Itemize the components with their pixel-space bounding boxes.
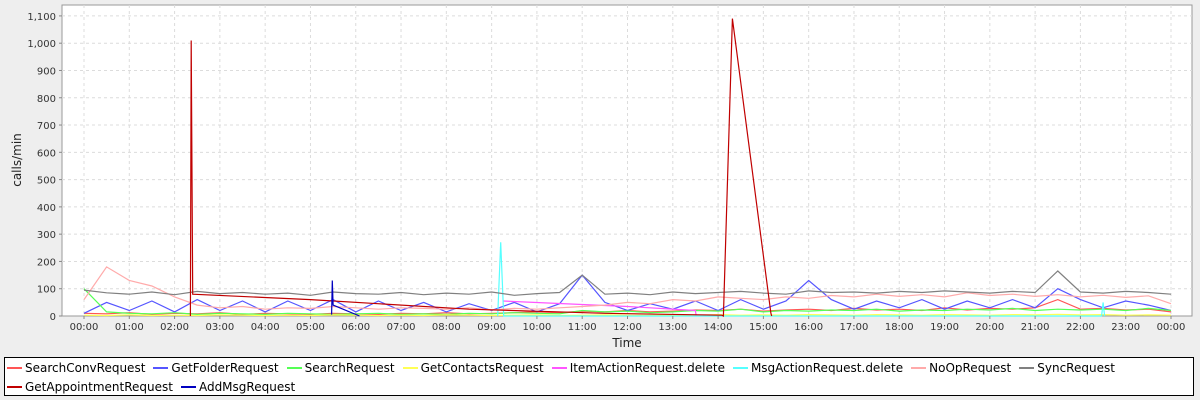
y-tick-label: 900 <box>37 66 56 77</box>
legend-item-nooprequest: NoOpRequest <box>911 358 1011 377</box>
x-tick-label: 02:00 <box>160 322 189 333</box>
legend-swatch <box>732 366 748 369</box>
legend-swatch <box>180 385 196 388</box>
legend-item-itemactionrequest-delete: ItemActionRequest.delete <box>551 358 725 377</box>
legend-item-getappointmentrequest: GetAppointmentRequest <box>7 377 173 396</box>
series-line-msgactionrequest-delete <box>497 242 1106 317</box>
x-tick-label: 23:00 <box>1111 322 1140 333</box>
legend-swatch <box>153 366 169 369</box>
y-axis-ticks: 0 100 200 300 400 500 600 700 800 900 1,000 1,100 <box>27 12 62 323</box>
x-tick-label: 10:00 <box>523 322 552 333</box>
x-tick-label: 06:00 <box>341 322 370 333</box>
legend-swatch <box>1019 366 1035 369</box>
x-tick-label: 16:00 <box>794 322 823 333</box>
series-lines <box>83 18 1172 317</box>
legend-item-msgactionrequest-delete: MsgActionRequest.delete <box>732 358 904 377</box>
x-axis-label: Time <box>611 336 641 350</box>
legend-label: GetFolderRequest <box>171 360 279 375</box>
x-tick-label: 15:00 <box>749 322 778 333</box>
x-tick-label: 07:00 <box>387 322 416 333</box>
series-line-itemactionrequest-delete <box>502 300 697 317</box>
series-line-nooprequest <box>83 266 1172 311</box>
legend-label: SearchRequest <box>304 360 395 375</box>
line-chart: 00:00 01:00 02:00 03:00 04:00 05:00 06:00 07:00… <box>10 4 1193 350</box>
x-tick-label: 01:00 <box>115 322 144 333</box>
legend-swatch <box>402 366 418 369</box>
x-tick-label: 11:00 <box>568 322 597 333</box>
x-tick-label: 14:00 <box>704 322 733 333</box>
y-tick-label: 300 <box>37 230 56 241</box>
x-tick-label: 08:00 <box>432 322 461 333</box>
y-tick-label: 400 <box>37 203 56 214</box>
legend-swatch <box>911 366 927 369</box>
legend-label: GetAppointmentRequest <box>25 379 173 394</box>
x-tick-label: 20:00 <box>975 322 1004 333</box>
legend-label: AddMsgRequest <box>198 379 296 394</box>
x-tick-label: 18:00 <box>885 322 914 333</box>
y-tick-label: 1,100 <box>27 12 56 23</box>
y-tick-label: 1,000 <box>27 39 56 50</box>
legend-label: SearchConvRequest <box>25 360 146 375</box>
legend-swatch <box>286 366 302 369</box>
x-axis-ticks: 00:00 01:00 02:00 03:00 04:00 05:00 06:00 07:00… <box>70 316 1186 333</box>
legend-label: ItemActionRequest.delete <box>569 360 725 375</box>
legend-item-getfolderrequest: GetFolderRequest <box>153 358 279 377</box>
y-tick-label: 0 <box>50 312 56 323</box>
legend-swatch <box>551 366 567 369</box>
x-tick-label: 09:00 <box>477 322 506 333</box>
legend-item-searchrequest: SearchRequest <box>286 358 395 377</box>
x-tick-label: 00:00 <box>1157 322 1186 333</box>
legend-label: GetContactsRequest <box>420 360 544 375</box>
x-tick-label: 12:00 <box>613 322 642 333</box>
series-line-addmsgrequest <box>331 280 360 317</box>
legend-item-addmsgrequest: AddMsgRequest <box>180 377 296 396</box>
y-tick-label: 800 <box>37 94 56 105</box>
x-tick-label: 04:00 <box>251 322 280 333</box>
legend: SearchConvRequest GetFolderRequest SearchR… <box>4 357 1194 396</box>
legend-label: MsgActionRequest.delete <box>750 360 904 375</box>
legend-item-searchconvrequest: SearchConvRequest <box>7 358 145 377</box>
y-tick-label: 200 <box>37 257 56 268</box>
x-tick-label: 00:00 <box>70 322 99 333</box>
series-line-searchrequest <box>83 288 1172 316</box>
y-axis-label: calls/min <box>10 133 24 187</box>
legend-label: NoOpRequest <box>929 360 1012 375</box>
x-tick-label: 03:00 <box>205 322 234 333</box>
x-tick-label: 21:00 <box>1021 322 1050 333</box>
series-line-syncrequest <box>83 270 1172 296</box>
legend-item-getcontactsrequest: GetContactsRequest <box>402 358 544 377</box>
y-tick-label: 100 <box>37 285 56 296</box>
series-line-getappointmentrequest <box>189 18 773 317</box>
legend-item-syncrequest: SyncRequest <box>1019 358 1115 377</box>
gridlines <box>62 5 1192 316</box>
series-line-getcontactsrequest <box>83 313 1172 317</box>
x-tick-label: 05:00 <box>296 322 325 333</box>
x-tick-label: 13:00 <box>658 322 687 333</box>
legend-swatch <box>7 366 22 369</box>
x-tick-label: 17:00 <box>840 322 869 333</box>
legend-swatch <box>7 385 22 388</box>
y-tick-label: 600 <box>37 148 56 159</box>
legend-label: SyncRequest <box>1037 360 1115 375</box>
x-tick-label: 22:00 <box>1066 322 1095 333</box>
x-tick-label: 19:00 <box>930 322 959 333</box>
y-tick-label: 700 <box>37 121 56 132</box>
y-tick-label: 500 <box>37 176 56 187</box>
